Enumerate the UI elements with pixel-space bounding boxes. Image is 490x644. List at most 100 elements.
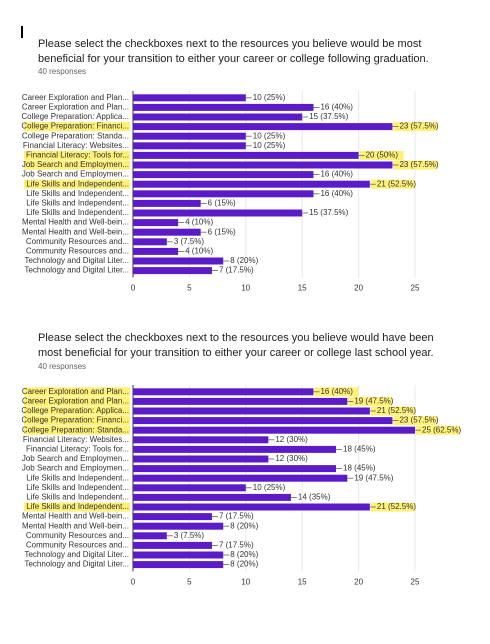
value-highlight — [393, 416, 438, 426]
label-highlight — [24, 502, 130, 512]
x-tick-label: 0 — [131, 284, 136, 293]
category-label: Community Resources and... — [26, 237, 129, 246]
value-label: 7 (17.5%) — [219, 512, 254, 521]
bar — [133, 445, 337, 453]
value-highlight — [370, 179, 415, 189]
category-label: Technology and Digital Liter... — [24, 560, 129, 569]
value-highlight — [359, 150, 404, 160]
value-label: 3 (7.5%) — [174, 531, 205, 540]
bar — [133, 397, 348, 405]
value-highlight — [370, 502, 415, 512]
value-label: 8 (20%) — [230, 521, 258, 530]
value-label: 19 (47.5%) — [354, 473, 393, 482]
value-highlight — [370, 406, 415, 416]
value-label: 18 (45%) — [343, 464, 376, 473]
label-highlight — [24, 416, 130, 426]
value-highlight — [393, 160, 438, 170]
response-count: 40 responses — [38, 67, 87, 76]
value-label: 15 (37.5%) — [309, 112, 348, 121]
label-highlight — [24, 387, 130, 397]
x-tick-label: 15 — [298, 578, 307, 587]
value-label: 4 (10%) — [185, 247, 213, 256]
category-label: Life Skills and Independent... — [26, 483, 129, 492]
value-label: 3 (7.5%) — [174, 237, 205, 246]
category-label: Job Search and Employmen... — [22, 160, 129, 169]
bar — [133, 532, 167, 540]
category-label: Job Search and Employmen... — [22, 170, 129, 179]
bar — [133, 247, 179, 255]
label-highlight — [24, 150, 130, 160]
category-label: Community Resources and... — [26, 541, 129, 550]
bar — [133, 426, 415, 434]
category-label: Job Search and Employmen... — [22, 454, 129, 463]
value-label: 21 (52.5%) — [377, 179, 416, 188]
x-tick-label: 20 — [354, 578, 363, 587]
response-count: 40 responses — [38, 362, 87, 371]
value-label: 12 (30%) — [275, 435, 308, 444]
category-label: Financial Literacy: Tools for... — [26, 151, 129, 160]
category-label: Life Skills and Independent... — [26, 199, 129, 208]
category-label: Community Resources and... — [26, 247, 129, 256]
bar — [133, 238, 167, 246]
category-label: Career Exploration and Plan... — [22, 103, 129, 112]
x-tick-label: 10 — [241, 284, 250, 293]
category-label: Mental Health and Well-bein... — [22, 218, 129, 227]
bar — [133, 474, 348, 482]
value-label: 16 (40%) — [320, 189, 353, 198]
value-label: 16 (40%) — [320, 170, 353, 179]
chart: 0 5 10 15 20 25 Career Exploration and Plan...… — [21, 91, 439, 293]
value-label: 15 (37.5%) — [309, 208, 348, 217]
x-tick-label: 20 — [354, 284, 363, 293]
bar — [133, 388, 314, 396]
category-label: Job Search and Employmen... — [22, 464, 129, 473]
bar — [133, 94, 246, 102]
bar — [133, 103, 314, 111]
x-tick-label: 5 — [187, 578, 192, 587]
value-label: 10 (25%) — [253, 93, 286, 102]
value-label: 21 (52.5%) — [377, 502, 416, 511]
category-label: College Preparation: Standa... — [22, 131, 129, 140]
value-highlight — [348, 396, 393, 406]
value-label: 7 (17.5%) — [219, 266, 254, 275]
bar — [133, 171, 314, 179]
bar — [133, 209, 303, 217]
category-label: College Preparation: Applica... — [21, 112, 129, 121]
category-label: Life Skills and Independent... — [26, 179, 129, 188]
category-label: College Preparation: Applica... — [21, 406, 129, 415]
x-tick-label: 0 — [131, 578, 136, 587]
value-label: 10 (25%) — [253, 141, 286, 150]
value-label: 10 (25%) — [253, 131, 286, 140]
bar — [133, 484, 246, 492]
bar — [133, 551, 224, 559]
bar — [133, 522, 224, 530]
label-highlight — [24, 179, 130, 189]
label-highlight — [24, 406, 130, 416]
value-label: 23 (57.5%) — [399, 416, 438, 425]
category-label: Financial Literacy: Websites... — [23, 435, 129, 444]
value-label: 25 (62.5%) — [422, 425, 461, 434]
value-highlight — [393, 122, 438, 132]
bar — [133, 267, 212, 275]
bar — [133, 417, 393, 425]
value-label: 23 (57.5%) — [399, 122, 438, 131]
bar — [133, 142, 246, 150]
category-label: Financial Literacy: Tools for... — [26, 445, 129, 454]
label-highlight — [24, 160, 130, 170]
category-label: College Preparation: Financi... — [21, 122, 129, 131]
x-tick-label: 25 — [411, 284, 420, 293]
value-label: 20 (50%) — [366, 151, 399, 160]
bar — [133, 561, 224, 569]
value-label: 7 (17.5%) — [219, 541, 254, 550]
bar — [133, 513, 212, 521]
category-label: Financial Literacy: Websites... — [23, 141, 129, 150]
category-label: Life Skills and Independent... — [26, 208, 129, 217]
bar — [133, 151, 359, 159]
bar — [133, 180, 370, 188]
value-label: 10 (25%) — [253, 483, 286, 492]
bar — [133, 132, 246, 140]
category-label: Mental Health and Well-bein... — [22, 512, 129, 521]
category-label: Life Skills and Independent... — [26, 493, 129, 502]
bar — [133, 465, 337, 473]
question-title: Please select the checkboxes next to the… — [38, 38, 429, 65]
